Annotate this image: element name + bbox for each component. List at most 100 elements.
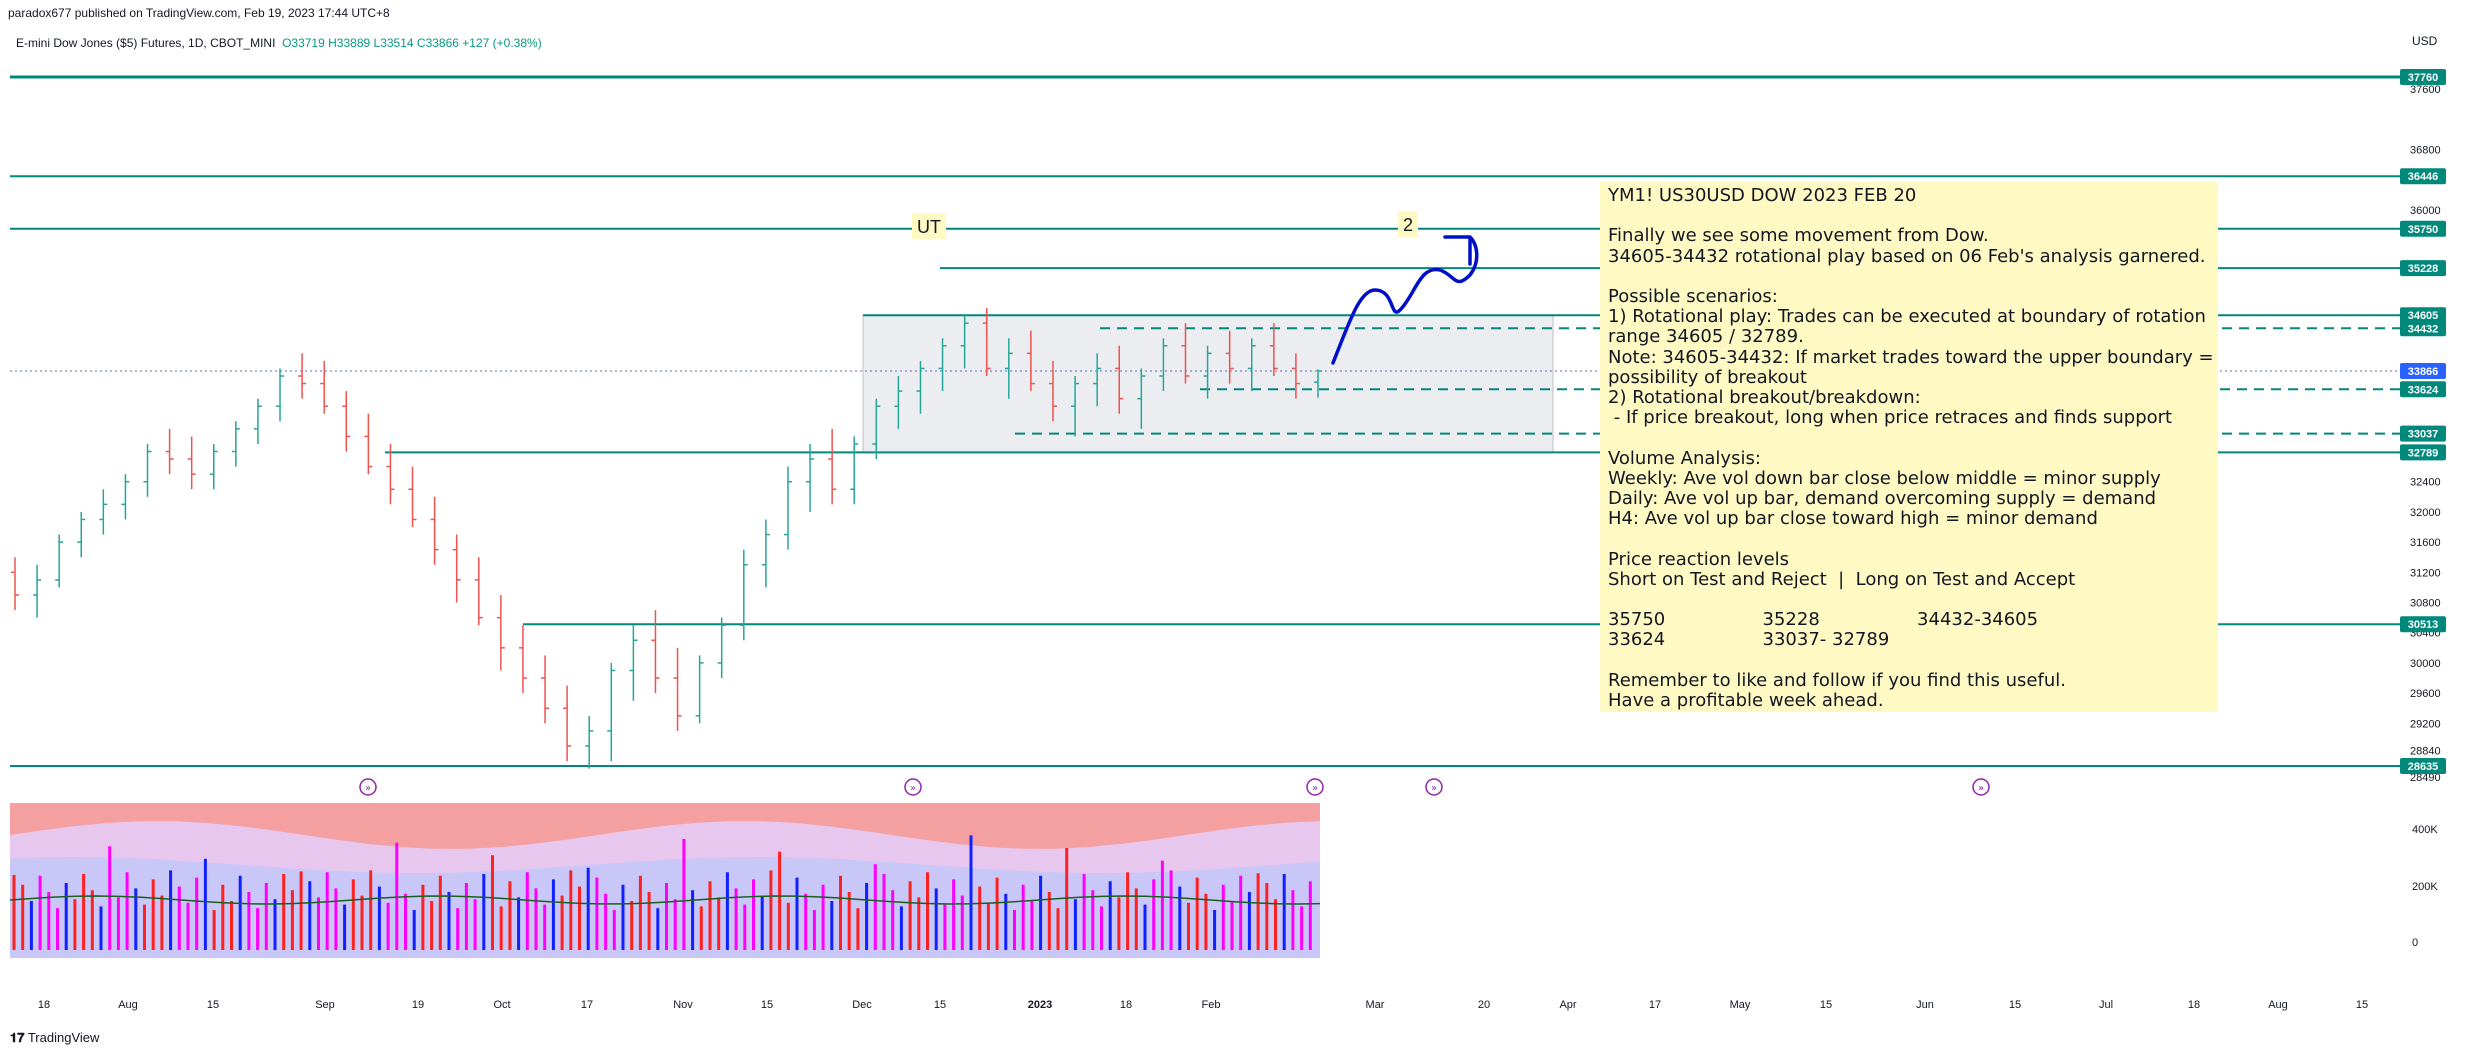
currency-label: USD	[2412, 34, 2438, 48]
note-line: H4: Ave vol up bar close toward high = m…	[1608, 508, 2098, 530]
x-tick-label: 18	[1120, 999, 1132, 1011]
event-marker-glyph: »	[1312, 783, 1318, 794]
note-line: 34605-34432 rotational play based on 06 …	[1608, 245, 2206, 267]
x-tick-label: 15	[2356, 999, 2368, 1011]
x-tick-label: Feb	[1202, 999, 1221, 1011]
volume-pane: 400K 200K 0	[9, 803, 2438, 958]
y-tick-label: 29600	[2410, 688, 2441, 700]
x-tick-label: 15	[934, 999, 946, 1011]
time-axis: 18 Aug 15 Sep 19 Oct 17 Nov 15 Dec 15 2023 18 Feb Mar 2…	[38, 999, 2368, 1011]
note-line: - If price breakout, long when price ret…	[1608, 407, 2173, 429]
note-line: possibility of breakout	[1608, 366, 1807, 388]
event-marker-icon	[904, 778, 922, 796]
note-line: YM1! US30USD DOW 2023 FEB 20	[1608, 185, 1917, 206]
note-line: 35750 35228 34432-34605	[1608, 609, 2039, 631]
x-tick-label: 15	[207, 999, 219, 1011]
y-tick-label: 28840	[2410, 746, 2441, 758]
price-tag-37760	[2400, 69, 2446, 85]
y-tick-label: 31600	[2410, 537, 2441, 549]
y-tick-label: 31200	[2410, 567, 2441, 579]
x-tick-label: Aug	[118, 999, 138, 1011]
x-tick-label: 18	[2188, 999, 2200, 1011]
note-line: 33624 33037- 32789	[1608, 629, 1890, 651]
note-line: Possible scenarios:	[1608, 286, 1778, 308]
note-line	[1608, 590, 2210, 610]
x-tick-label: 2023	[1028, 999, 1052, 1011]
price-tag-33866	[2400, 363, 2446, 380]
y-tick-label: 30000	[2410, 658, 2441, 670]
y-tick-label: 32400	[2410, 477, 2441, 489]
x-tick-label: 19	[412, 999, 424, 1011]
volume-tick-label: 0	[2412, 937, 2418, 949]
note-line	[1608, 529, 2210, 549]
event-marker-icon	[359, 778, 377, 796]
x-tick-label: 20	[1478, 999, 1490, 1011]
symbol-legend: E-mini Dow Jones ($5) Futures, 1D, CBOT_…	[16, 36, 542, 50]
ut-label: UT	[917, 217, 941, 237]
x-tick-label: 15	[1820, 999, 1832, 1011]
volume-tick-label: 400K	[2412, 824, 2438, 836]
price-tag-label: 34432	[2408, 323, 2439, 335]
event-marker-glyph: »	[1978, 783, 1984, 794]
price-tag-label: 33624	[2408, 384, 2439, 396]
two-label: 2	[1403, 215, 1413, 235]
x-tick-label: Sep	[315, 999, 335, 1011]
price-tag-30513	[2400, 616, 2446, 633]
price-tag-label: 35228	[2408, 263, 2439, 275]
y-tick-label: 36800	[2410, 144, 2441, 156]
note-line: 2) Rotational breakout/breakdown:	[1608, 387, 1921, 409]
note-line	[1608, 206, 2210, 226]
change-value: +127 (+0.38%)	[462, 36, 542, 50]
x-tick-label: 18	[38, 999, 50, 1011]
price-tag-label: 33866	[2408, 366, 2439, 378]
x-tick-label: Oct	[493, 999, 510, 1011]
x-tick-label: May	[1730, 999, 1751, 1011]
price-tag-label: 33037	[2408, 429, 2439, 441]
price-tag-35750	[2400, 220, 2446, 237]
event-marker-icon	[1972, 778, 1990, 796]
volume-ma-line	[9, 895, 1321, 905]
x-tick-label: Mar	[1366, 999, 1385, 1011]
event-marker-icon	[1306, 778, 1324, 796]
x-tick-label: 17	[581, 999, 593, 1011]
note-line: Volume Analysis:	[1608, 447, 1761, 469]
note-line: Have a profitable week ahead.	[1608, 690, 1884, 712]
price-tag-36446	[2400, 168, 2446, 185]
price-tag-35228	[2400, 260, 2446, 277]
open-value: O33719	[282, 36, 325, 50]
price-tag-28635	[2400, 758, 2446, 774]
note-line	[1608, 267, 2210, 287]
ut-label-bg	[912, 213, 946, 239]
annotations: UT 2	[912, 211, 1479, 365]
x-tick-label: 17	[1649, 999, 1661, 1011]
note-line: Short on Test and Reject | Long on Test …	[1608, 568, 2076, 590]
event-marker-glyph: »	[1431, 783, 1437, 794]
note-line: range 34605 / 32789.	[1608, 326, 1804, 348]
y-tick-label: 32000	[2410, 507, 2441, 519]
analysis-note: YM1! US30USD DOW 2023 FEB 20 Finally we …	[1600, 182, 2218, 712]
two-label-bg	[1398, 211, 1418, 237]
close-value: C33866	[416, 36, 459, 50]
x-tick-label: 15	[2009, 999, 2021, 1011]
x-tick-label: Nov	[673, 999, 693, 1011]
y-tick-label: 29200	[2410, 718, 2441, 730]
price-tag-label: 28635	[2408, 761, 2439, 773]
price-tag-label: 35750	[2408, 224, 2439, 236]
x-tick-label: Dec	[852, 999, 872, 1011]
y-tick-label: 36000	[2410, 205, 2441, 217]
price-tag-33624	[2400, 381, 2446, 398]
y-tick-label: 37600	[2410, 84, 2441, 96]
note-line: 1) Rotational play: Trades can be execut…	[1608, 306, 2206, 328]
price-axis: 3760036800360003520034400336003280032400…	[2400, 69, 2446, 784]
note-line: Weekly: Ave vol down bar close below mid…	[1608, 467, 2161, 489]
y-tick-label: 28490	[2410, 772, 2441, 784]
event-marker-glyph: »	[910, 783, 916, 794]
event-marker-icon	[1425, 778, 1443, 796]
low-value: L33514	[373, 36, 414, 50]
x-tick-label: 15	[761, 999, 773, 1011]
note-line: Finally we see some movement from Dow.	[1608, 225, 1989, 247]
price-tag-34605	[2400, 307, 2446, 324]
price-tag-label: 32789	[2408, 447, 2439, 459]
projection-arrow	[1331, 235, 1479, 365]
